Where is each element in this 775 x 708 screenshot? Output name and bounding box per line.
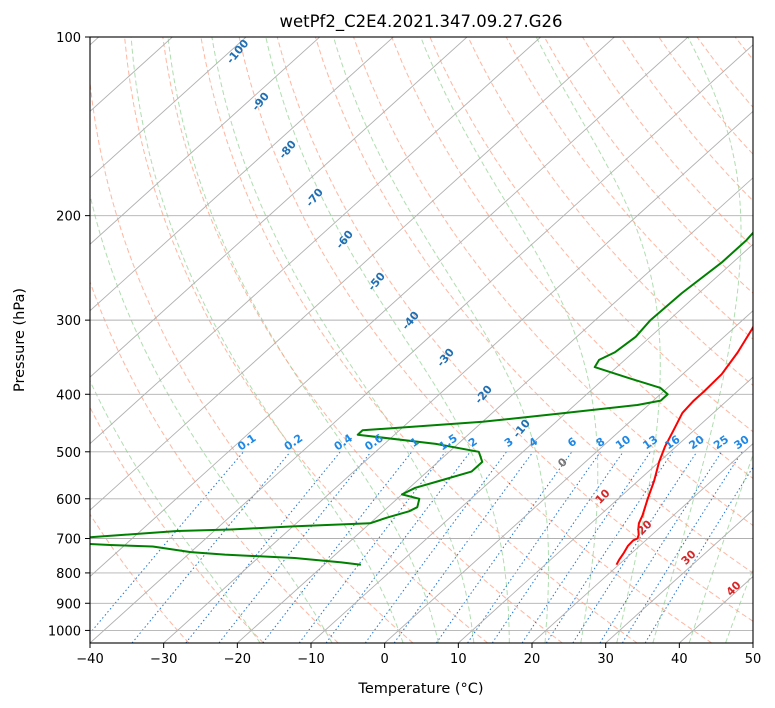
isotherm-line xyxy=(90,44,753,643)
mixing-ratio-line xyxy=(545,451,674,643)
isotherm-line xyxy=(90,37,468,378)
x-tick-label: 30 xyxy=(597,652,614,667)
dry-adiabat-line xyxy=(276,37,753,622)
moist-adiabat-line xyxy=(90,379,261,643)
isotherm-line xyxy=(604,509,753,643)
mixing-ratio-line xyxy=(599,451,723,643)
y-tick-label: 700 xyxy=(56,533,81,548)
mixing-ratio-line xyxy=(131,451,291,643)
y-tick-label: 800 xyxy=(56,567,81,582)
moist-adiabat-line xyxy=(265,37,510,643)
moist-adiabat-line xyxy=(130,37,404,643)
moist-adiabat-line xyxy=(420,37,599,643)
moist-adiabat-line xyxy=(652,37,742,643)
y-tick-label: 1000 xyxy=(48,624,81,639)
dry-adiabat-line xyxy=(467,37,753,387)
chart-title: wetPf2_C2E4.2021.347.09.27.G26 xyxy=(279,12,562,32)
isotherm-line xyxy=(90,37,616,511)
isotherm-line xyxy=(383,310,753,643)
pressure-gridlines xyxy=(90,37,753,631)
moist-adiabat-line xyxy=(167,37,439,643)
moist-adiabat-line xyxy=(535,37,661,643)
temperature-line xyxy=(615,325,753,566)
plot-content: -100-90-80-70-60-50-40-30-20-100.1 0.2 0.4… xyxy=(90,37,753,643)
dry-adiabat-line xyxy=(391,37,753,480)
moist-adiabat-lines xyxy=(90,37,753,643)
isotherm-line xyxy=(531,443,753,643)
dry-adiabat-line xyxy=(90,406,264,643)
mixing-ratio-line xyxy=(435,451,573,643)
mixing-ratio-line xyxy=(491,451,624,643)
x-tick-label: −40 xyxy=(76,652,103,667)
dry-adiabat-line xyxy=(505,37,753,340)
x-tick-label: 0 xyxy=(381,652,389,667)
mixing-ratio-line xyxy=(218,451,372,643)
mixing-ratio-line xyxy=(572,451,698,643)
y-tick-label: 200 xyxy=(56,210,81,225)
mixing-ratio-line xyxy=(467,451,601,643)
mixing-ratio-line xyxy=(298,451,446,643)
y-tick-label: 900 xyxy=(56,597,81,612)
y-tick-label: 100 xyxy=(56,31,81,46)
y-tick-label: 400 xyxy=(56,388,81,403)
moist-adiabat-line xyxy=(90,192,333,643)
isotherm-line xyxy=(162,110,753,643)
dry-adiabat-line xyxy=(162,37,563,643)
moist-adiabat-line xyxy=(688,453,753,643)
isotherm-line xyxy=(457,376,753,643)
mixing-ratio-line xyxy=(325,451,471,643)
y-tick-label: 600 xyxy=(56,493,81,508)
isotherm-line xyxy=(90,37,542,445)
mixing-ratio-line xyxy=(644,466,753,643)
moist-adiabat-line xyxy=(211,37,475,643)
isotherm-line xyxy=(90,37,395,312)
mixing-ratio-line xyxy=(185,451,341,643)
dry-adiabat-line xyxy=(543,37,753,294)
x-tick-label: 20 xyxy=(524,652,541,667)
isotherm-line xyxy=(90,37,247,179)
x-tick-label: −30 xyxy=(150,652,177,667)
x-tick-label: −20 xyxy=(224,652,251,667)
moist-adiabat-line xyxy=(725,567,753,643)
x-tick-label: 50 xyxy=(745,652,762,667)
y-axis-ticks: 100 200 300 400 500 600 700 800 900 1000 xyxy=(48,31,90,639)
x-tick-label: 10 xyxy=(450,652,467,667)
isotherm-line xyxy=(90,37,174,112)
plot-area xyxy=(90,37,753,643)
mixing-ratio-line xyxy=(521,451,651,643)
x-tick-label: −10 xyxy=(297,652,324,667)
y-axis-label: Pressure (hPa) xyxy=(12,288,28,392)
x-axis-ticks: −40 −30 −20 −10 0 10 20 30 40 50 xyxy=(76,643,761,667)
plot-frame xyxy=(89,36,754,644)
dry-adiabat-lines xyxy=(90,37,753,643)
mixing-ratio-line xyxy=(90,451,244,635)
y-tick-label: 300 xyxy=(56,314,81,329)
isotherm-line xyxy=(90,37,689,578)
x-axis-label: Temperature (°C) xyxy=(357,681,483,697)
isotherm-line xyxy=(310,243,753,643)
isotherm-line xyxy=(90,37,321,245)
dry-adiabat-line xyxy=(124,37,488,643)
moist-adiabat-line xyxy=(333,37,550,643)
dry-adiabat-line xyxy=(238,37,712,643)
x-tick-label: 40 xyxy=(671,652,688,667)
mixing-ratio-lines xyxy=(90,451,753,643)
mixing-ratio-line xyxy=(364,451,507,643)
y-tick-label: 500 xyxy=(56,446,81,461)
dry-adiabat-line xyxy=(200,37,638,643)
